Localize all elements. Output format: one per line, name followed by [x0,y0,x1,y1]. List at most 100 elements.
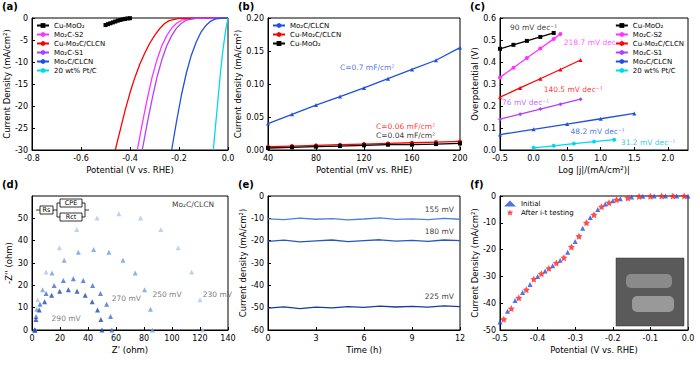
svg-text:Mo₂C-S1: Mo₂C-S1 [633,49,662,57]
svg-text:-10: -10 [15,58,28,67]
svg-text:(f): (f) [470,179,484,190]
svg-text:200: 200 [452,154,467,163]
svg-text:0: 0 [265,334,270,343]
svg-text:20 wt% Pt/C: 20 wt% Pt/C [54,67,97,75]
svg-text:0.4: 0.4 [483,58,496,67]
svg-text:-20: -20 [15,102,28,111]
svg-text:Cu-Mo₂C/CLCN: Cu-Mo₂C/CLCN [54,40,105,48]
svg-text:120: 120 [192,334,207,343]
svg-text:225 mV: 225 mV [425,292,455,301]
svg-text:0.0: 0.0 [222,154,235,163]
svg-text:140: 140 [220,334,235,343]
svg-text:0.0: 0.0 [682,334,695,343]
svg-text:Current density (mA/cm²): Current density (mA/cm²) [233,30,243,138]
svg-text:-30: -30 [251,259,264,268]
svg-text:Mo₂C/CLCN: Mo₂C/CLCN [290,22,329,30]
svg-text:3: 3 [313,334,318,343]
svg-text:Cu-Mo₂C/CLCN: Cu-Mo₂C/CLCN [633,40,684,48]
svg-text:Mo₂C/CLCN: Mo₂C/CLCN [172,200,214,209]
svg-text:30: 30 [18,259,28,268]
svg-text:10: 10 [18,303,28,312]
svg-text:40: 40 [83,334,93,343]
svg-text:(b): (b) [238,1,254,12]
svg-text:60: 60 [111,334,121,343]
svg-text:9: 9 [409,334,414,343]
svg-text:-0.4: -0.4 [530,334,546,343]
svg-text:160: 160 [404,154,419,163]
svg-text:270 mV: 270 mV [112,294,142,303]
svg-text:40: 40 [263,154,273,163]
svg-text:100: 100 [164,334,179,343]
svg-text:0: 0 [259,192,264,201]
svg-text:-30: -30 [483,272,496,281]
svg-text:-20: -20 [251,236,264,245]
svg-text:Overpotential (V): Overpotential (V) [470,47,480,120]
svg-text:0: 0 [23,326,28,335]
svg-text:80: 80 [311,154,321,163]
svg-text:-50: -50 [251,303,264,312]
svg-text:0.10: 0.10 [246,80,264,89]
svg-text:230 mV: 230 mV [203,290,233,299]
svg-text:50: 50 [18,214,28,223]
svg-text:140.5 mV dec⁻¹: 140.5 mV dec⁻¹ [544,85,603,94]
svg-text:218.7 mV dec⁻¹: 218.7 mV dec⁻¹ [564,38,623,47]
svg-text:(e): (e) [238,179,254,190]
svg-text:12: 12 [455,334,465,343]
svg-text:-5: -5 [20,36,28,45]
svg-text:0.6: 0.6 [483,14,496,23]
svg-text:-10: -10 [251,214,264,223]
svg-text:0.20: 0.20 [246,14,264,23]
svg-text:31.2 mV dec⁻¹: 31.2 mV dec⁻¹ [621,138,675,147]
svg-text:-0.2: -0.2 [171,154,187,163]
svg-text:Mo₂C-S1: Mo₂C-S1 [54,49,83,57]
svg-text:-10: -10 [483,218,496,227]
svg-text:Cu-MoO₂: Cu-MoO₂ [54,22,85,30]
svg-text:(a): (a) [2,1,18,12]
svg-text:-25: -25 [15,124,28,133]
svg-text:Rct: Rct [66,213,77,221]
svg-text:20: 20 [55,334,65,343]
svg-text:Cu-Mo₂C/CLCN: Cu-Mo₂C/CLCN [290,31,341,39]
svg-text:-0.5: -0.5 [492,154,508,163]
svg-text:-20: -20 [483,245,496,254]
svg-text:40: 40 [18,236,28,245]
svg-text:Cu-MoO₂: Cu-MoO₂ [633,22,664,30]
svg-text:Z' (ohm): Z' (ohm) [112,345,148,355]
svg-text:0.0: 0.0 [527,154,540,163]
svg-text:Cu-MoO₂: Cu-MoO₂ [290,40,321,48]
svg-text:C=0.7 mF/cm²: C=0.7 mF/cm² [340,63,394,72]
svg-text:250 mV: 250 mV [152,290,182,299]
svg-text:0: 0 [491,192,496,201]
svg-text:Time (h): Time (h) [345,345,382,355]
svg-text:90 mV dec⁻¹: 90 mV dec⁻¹ [510,23,557,32]
svg-text:After i-t testing: After i-t testing [521,209,574,217]
svg-text:2.0: 2.0 [661,154,674,163]
svg-text:-Z'' (ohm): -Z'' (ohm) [4,242,14,284]
svg-text:-15: -15 [15,80,28,89]
svg-text:Potential (V vs. RHE): Potential (V vs. RHE) [550,345,638,355]
svg-text:6: 6 [361,334,366,343]
svg-text:Mo₂C/CLCN: Mo₂C/CLCN [54,58,93,66]
svg-text:Rs: Rs [43,206,52,214]
svg-text:0.1: 0.1 [483,124,496,133]
svg-text:CPE: CPE [65,199,78,207]
svg-text:C=0.04 mF/cm²: C=0.04 mF/cm² [376,131,435,140]
svg-text:Mo₂C/CLCN: Mo₂C/CLCN [633,58,672,66]
svg-text:(c): (c) [470,1,485,12]
svg-text:0.2: 0.2 [483,102,496,111]
svg-text:0.00: 0.00 [246,146,264,155]
svg-text:-0.1: -0.1 [643,334,659,343]
svg-text:1.5: 1.5 [628,154,641,163]
svg-text:Mo₂C-S2: Mo₂C-S2 [54,31,83,39]
svg-text:0.15: 0.15 [246,47,264,56]
svg-text:-0.5: -0.5 [492,334,508,343]
svg-text:0.5: 0.5 [483,36,496,45]
svg-text:Current Density (mA/cm²): Current Density (mA/cm²) [470,208,480,318]
svg-text:-0.8: -0.8 [24,154,40,163]
svg-text:-0.6: -0.6 [73,154,89,163]
svg-text:-0.4: -0.4 [122,154,138,163]
svg-text:20 wt% Pt/C: 20 wt% Pt/C [633,67,676,75]
svg-text:0.3: 0.3 [483,80,496,89]
svg-text:0.5: 0.5 [561,154,574,163]
svg-text:Current density (mA/cm²): Current density (mA/cm²) [238,209,248,317]
